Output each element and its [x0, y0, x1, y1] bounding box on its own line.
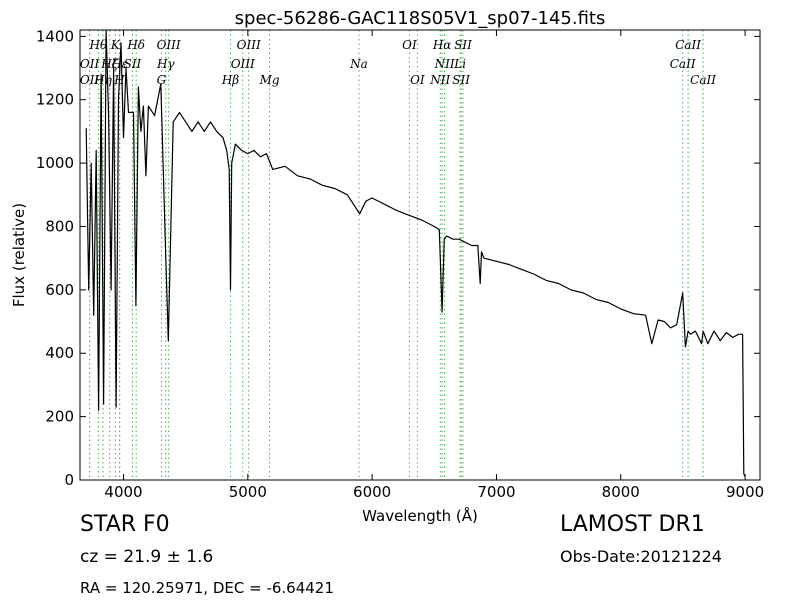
spectral-line-label: SII	[454, 38, 472, 52]
y-tick-label: 600	[45, 281, 74, 299]
spectral-line-label: NII	[434, 57, 455, 71]
plot-frame	[79, 29, 761, 481]
redshift-cz: cz = 21.9 ± 1.6	[80, 547, 214, 567]
spectral-line-label: Hζ	[100, 57, 119, 71]
spectral-line-label: Hα	[432, 38, 452, 52]
y-tick-label: 400	[45, 344, 74, 362]
spectral-line-label: Hγ	[156, 57, 175, 71]
spectral-line-markers	[89, 30, 704, 480]
x-axis: 4000 5000 6000 7000 8000 9000	[104, 30, 764, 501]
spectral-line-label: Hε	[110, 57, 128, 71]
spectral-line-label: Li	[453, 57, 466, 71]
spectral-line-label: CaII	[675, 38, 701, 52]
ra-dec-coordinates: RA = 120.25971, DEC = -6.64421	[80, 579, 334, 597]
spectral-line-label: OII	[80, 57, 100, 71]
x-tick-label: 8000	[602, 483, 640, 501]
spectral-line-label: K	[110, 38, 121, 52]
spectral-line-label: OI	[402, 38, 417, 52]
x-tick-label: 4000	[104, 483, 142, 501]
y-tick-label: 1400	[36, 27, 74, 45]
spectral-line-label: OI	[410, 73, 425, 87]
x-tick-label: 5000	[229, 483, 267, 501]
object-class: STAR F0	[80, 512, 170, 537]
spectrum-series-line	[85, 29, 746, 478]
y-tick-label: 800	[45, 217, 74, 235]
spectral-line-label: SII	[124, 57, 142, 71]
spectral-line-label: Hδ	[126, 38, 145, 52]
y-tick-label: 1000	[36, 154, 74, 172]
spectral-line-label: G	[157, 73, 167, 87]
spectral-line-label: SII	[452, 73, 470, 87]
y-tick-label: 0	[64, 471, 74, 489]
observation-date: Obs-Date:20121224	[560, 547, 722, 566]
y-tick-label: 1200	[36, 91, 74, 109]
spectral-line-label: CaII	[690, 73, 716, 87]
y-axis-label: Flux (relative)	[10, 203, 28, 307]
spectral-line-label: Hβ	[221, 73, 239, 87]
y-axis: 0 200 400 600 800 1000 1200 1400	[36, 27, 760, 489]
survey-name: LAMOST DR1	[560, 512, 705, 537]
spectral-line-label: OIII	[157, 38, 181, 52]
chart-title: spec-56286-GAC118S05V1_sp07-145.fits	[235, 8, 606, 29]
spectral-line-label: NII	[429, 73, 450, 87]
x-tick-label: 9000	[726, 483, 764, 501]
x-tick-label: 7000	[477, 483, 515, 501]
spectral-line-label: Hθ	[89, 38, 108, 52]
spectral-line-label: CaII	[670, 57, 696, 71]
spectral-line-label: OIII	[237, 38, 261, 52]
spectral-line-label: OII	[80, 73, 100, 87]
y-tick-label: 200	[45, 408, 74, 426]
x-axis-label: Wavelength (Å)	[362, 506, 478, 525]
spectral-line-label: Hη	[93, 73, 112, 87]
x-tick-label: 6000	[353, 483, 391, 501]
spectral-line-label: Na	[349, 57, 368, 71]
spectral-line-labels: OIIOIIHθHηHζKHHεSIIHδGHγOIIIHβOIIIOIIIMg…	[80, 38, 716, 87]
spectral-line-label: Mg	[259, 73, 280, 87]
spectral-line-label: OIII	[231, 57, 255, 71]
